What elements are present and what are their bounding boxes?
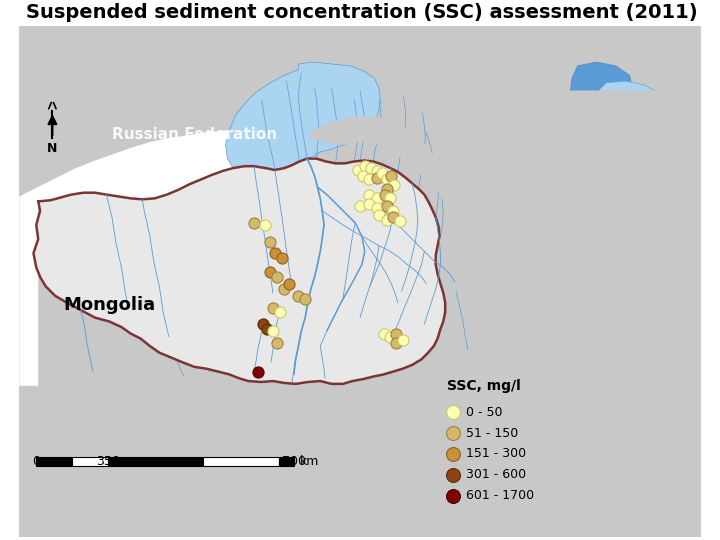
Polygon shape xyxy=(33,159,445,384)
Bar xyxy=(108,457,203,466)
Text: 0: 0 xyxy=(32,455,40,468)
Text: 601 - 1700: 601 - 1700 xyxy=(466,489,534,502)
Polygon shape xyxy=(225,62,381,170)
Bar xyxy=(279,457,294,466)
Text: 301 - 600: 301 - 600 xyxy=(466,468,526,481)
Text: 151 - 300: 151 - 300 xyxy=(466,448,526,461)
Text: SSC, mg/l: SSC, mg/l xyxy=(447,380,521,393)
Bar xyxy=(72,457,108,466)
Polygon shape xyxy=(19,129,317,386)
Text: 0 - 50: 0 - 50 xyxy=(466,406,503,419)
Text: Mongolia: Mongolia xyxy=(63,296,156,314)
Text: Russian Federation: Russian Federation xyxy=(112,127,277,143)
Text: km: km xyxy=(300,455,319,468)
Text: Suspended sediment concentration (SSC) assessment (2011): Suspended sediment concentration (SSC) a… xyxy=(26,3,698,22)
Polygon shape xyxy=(595,81,663,132)
Text: 350: 350 xyxy=(96,455,120,468)
Bar xyxy=(36,457,72,466)
Text: 51 - 150: 51 - 150 xyxy=(466,427,518,440)
Bar xyxy=(203,457,279,466)
Polygon shape xyxy=(570,62,633,121)
Text: 700: 700 xyxy=(282,455,306,468)
Polygon shape xyxy=(307,91,701,388)
Text: N: N xyxy=(48,141,58,154)
